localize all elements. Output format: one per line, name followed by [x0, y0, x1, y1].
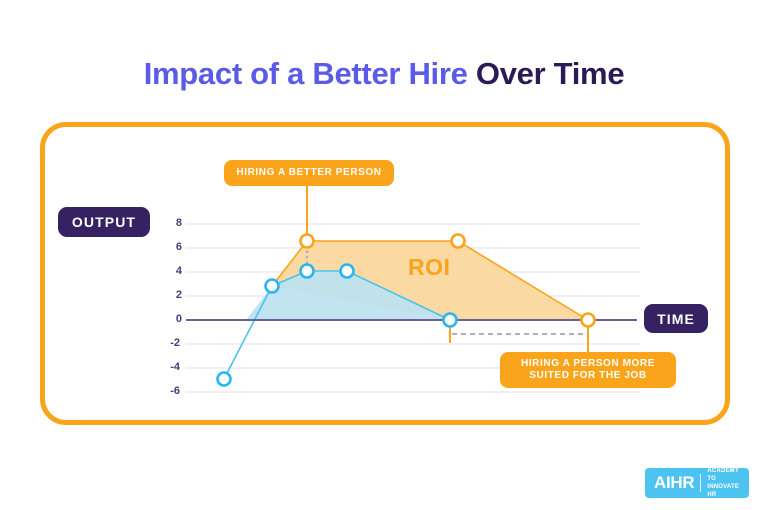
- ytick-label: 8: [175, 217, 182, 229]
- time-axis-badge: TIME: [644, 304, 708, 333]
- roi-label: ROI: [408, 254, 451, 280]
- output-axis-badge: OUTPUT: [58, 207, 150, 237]
- ytick-label: -6: [170, 385, 180, 397]
- annotation-hiring-better-person: HIRING A BETTER PERSON: [224, 160, 394, 186]
- ytick-label: 4: [175, 265, 182, 277]
- ytick-label: -2: [170, 337, 180, 349]
- page-title-accent: Impact of a Better Hire: [143, 55, 468, 91]
- page-title: Impact of a Better Hire Over Time: [0, 55, 768, 91]
- logo-wordmark: AIHR: [654, 473, 695, 492]
- annotation-suited-job-line2: SUITED FOR THE JOB: [529, 370, 647, 381]
- logo-tagline-line1: ACADEMY TO: [707, 467, 739, 482]
- aihr-logo: AIHR ACADEMY TO INNOVATE HR: [645, 468, 749, 498]
- ytick-label: -4: [170, 361, 180, 373]
- page-title-dark: Over Time: [467, 55, 625, 91]
- ytick-label: 0: [175, 313, 182, 325]
- logo-divider: [700, 474, 702, 492]
- annotation-suited-job-line1: HIRING A PERSON MORE: [520, 357, 656, 369]
- ytick-label: 6: [175, 241, 182, 253]
- logo-tagline: ACADEMY TO INNOVATE HR: [707, 467, 749, 499]
- ytick-label: 2: [175, 289, 182, 301]
- annotation-hiring-suited-job: HIRING A PERSON MORE SUITED FOR THE JOB: [500, 352, 676, 388]
- logo-tagline-line2: INNOVATE HR: [707, 484, 740, 499]
